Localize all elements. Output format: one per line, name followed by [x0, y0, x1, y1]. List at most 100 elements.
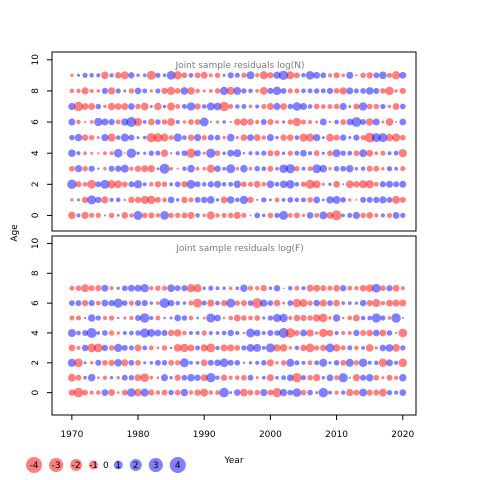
residual-bubble — [160, 374, 169, 382]
residual-bubble — [233, 149, 242, 158]
residual-bubble — [379, 181, 387, 188]
residual-bubble — [167, 118, 176, 126]
residual-bubble — [175, 119, 180, 125]
residual-bubble — [332, 195, 341, 204]
residual-bubble — [260, 119, 267, 125]
residual-bubble — [261, 103, 267, 110]
residual-bubble — [120, 71, 129, 80]
residual-bubble — [267, 389, 274, 396]
residual-bubble — [386, 72, 393, 78]
residual-bubble — [209, 121, 212, 123]
residual-bubble — [274, 197, 280, 203]
residual-bubble — [193, 133, 202, 142]
residual-bubble — [281, 375, 286, 381]
residual-bubble — [156, 346, 160, 350]
y-tick-label: 0 — [31, 212, 41, 218]
residual-bubble — [366, 165, 373, 172]
residual-bubble — [128, 300, 135, 306]
residual-bubble — [286, 180, 295, 189]
residual-bubble — [240, 118, 248, 126]
residual-bubble — [333, 134, 340, 141]
residual-bubble — [380, 315, 386, 321]
residual-bubble — [313, 374, 321, 382]
residual-bubble — [312, 180, 321, 189]
y-tick-label: 2 — [31, 181, 41, 187]
residual-bubble — [293, 314, 301, 322]
residual-bubble — [208, 390, 214, 395]
residual-bubble — [273, 299, 281, 307]
residual-bubble — [126, 117, 137, 127]
residual-bubble — [182, 135, 187, 140]
legend-label: -1 — [89, 461, 98, 471]
residual-bubble — [221, 300, 228, 307]
residual-bubble — [241, 345, 247, 351]
residual-bubble — [74, 133, 83, 142]
residual-bubble — [300, 149, 307, 157]
residual-bubble — [313, 196, 321, 204]
y-tick-label: 10 — [31, 54, 41, 66]
residual-bubble — [294, 165, 300, 172]
legend-bubble — [89, 460, 98, 470]
residual-bubble — [175, 104, 181, 109]
size-legend: -4 -3 -2 -1 0 1 2 3 4 — [26, 457, 186, 473]
residual-bubble — [136, 136, 140, 140]
residual-bubble — [378, 358, 388, 368]
residual-bubble — [154, 196, 161, 203]
residual-bubble — [121, 359, 129, 367]
residual-bubble — [279, 344, 288, 352]
residual-bubble — [392, 343, 401, 352]
residual-bubble — [228, 286, 233, 290]
residual-bubble — [180, 343, 189, 353]
residual-bubble — [239, 195, 249, 205]
residual-bubble — [371, 313, 381, 323]
residual-bubble — [83, 151, 87, 156]
residual-bubble — [394, 89, 398, 93]
residual-bubble — [107, 180, 116, 189]
panel-title: Joint sample residuals log(F) — [175, 244, 303, 254]
residual-bubble — [90, 151, 94, 155]
residual-bubble — [241, 72, 247, 78]
residual-bubble — [68, 149, 76, 158]
residual-bubble — [188, 300, 194, 306]
residual-bubble — [326, 87, 334, 95]
residual-bubble — [254, 165, 260, 172]
residual-bubble — [136, 73, 140, 77]
residual-bubble — [81, 196, 89, 204]
residual-bubble — [381, 376, 385, 380]
residual-bubble — [234, 359, 241, 366]
residual-bubble — [219, 387, 229, 398]
residual-bubble — [74, 165, 83, 173]
residual-bubble — [70, 73, 74, 77]
residual-bubble — [392, 211, 400, 219]
residual-bubble — [321, 182, 325, 186]
residual-bubble — [261, 197, 267, 203]
residual-bubble — [280, 87, 287, 94]
residual-bubble — [195, 360, 200, 365]
residual-bubble — [95, 315, 101, 321]
residual-bubble — [358, 102, 368, 111]
residual-bubble — [83, 316, 87, 320]
residual-bubble — [221, 212, 227, 218]
residual-bubble — [155, 285, 161, 291]
residual-bubble — [228, 315, 234, 321]
residual-bubble — [142, 135, 147, 140]
residual-bubble — [128, 359, 135, 366]
residual-bubble — [380, 103, 386, 110]
residual-bubble — [347, 212, 353, 218]
residual-bubble — [226, 298, 236, 308]
residual-bubble — [161, 87, 168, 95]
residual-bubble — [109, 197, 114, 202]
residual-bubble — [201, 330, 207, 336]
residual-bubble — [326, 196, 334, 204]
residual-bubble — [121, 285, 128, 292]
residual-bubble — [68, 344, 76, 352]
residual-bubble — [360, 119, 367, 125]
residual-bubble — [255, 286, 260, 291]
residual-bubble — [320, 88, 326, 94]
residual-bubble — [307, 374, 313, 381]
residual-bubble — [96, 390, 101, 395]
residual-bubble — [89, 212, 95, 218]
residual-bubble — [321, 376, 325, 380]
residual-bubble — [241, 181, 247, 188]
residual-bubble — [76, 330, 81, 336]
